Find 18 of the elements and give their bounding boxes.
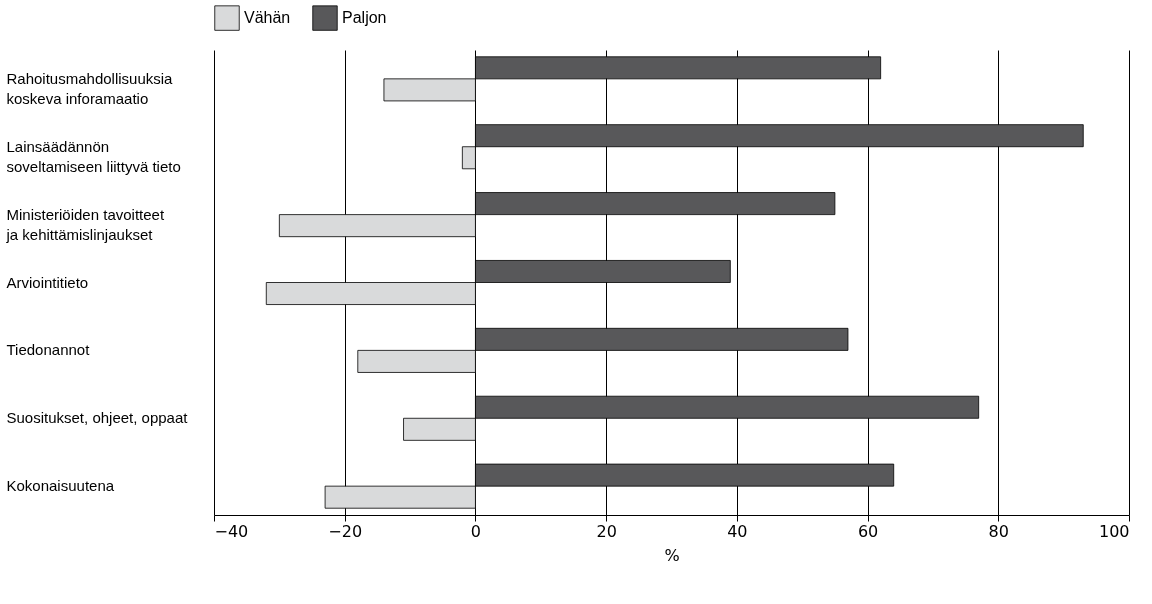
x-tick-label: −40 [214, 521, 249, 541]
x-tick-label: 80 [988, 521, 1009, 541]
x-tick-label: 60 [857, 521, 879, 541]
y-tick-label: Lainsäädännön soveltamiseen liittyvä tieto [6, 137, 181, 175]
y-tick-label: Rahoitusmahdollisuuksia koskeva inforamaatio [6, 69, 174, 107]
legend-label: Vähän [244, 9, 291, 27]
x-tick-label: 40 [727, 521, 748, 541]
x-tick-label: 20 [596, 521, 617, 541]
x-tick-label: 100 [1098, 521, 1130, 541]
legend-label: Paljon [342, 9, 387, 27]
x-axis-title: % [664, 545, 680, 565]
x-tick-label: −20 [328, 521, 363, 541]
y-tick-label: Arviointitieto [6, 273, 89, 291]
y-tick-label: Suositukset, ohjeet, oppaat [6, 409, 189, 427]
y-tick-label: Ministeriöiden tavoitteet ja kehittämislinjaukset [5, 205, 165, 243]
x-tick-label: 0 [470, 521, 482, 541]
y-tick-label: Kokonaisuutena [6, 477, 115, 495]
y-tick-label: Tiedonannot [6, 341, 91, 359]
